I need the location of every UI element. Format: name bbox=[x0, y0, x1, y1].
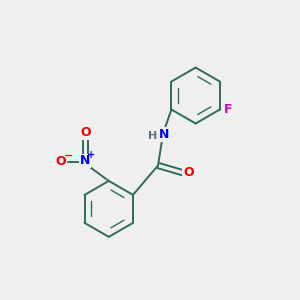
Text: F: F bbox=[224, 103, 233, 116]
Text: N: N bbox=[159, 128, 169, 141]
Text: N: N bbox=[80, 154, 90, 167]
Text: H: H bbox=[148, 131, 158, 141]
Text: −: − bbox=[64, 151, 74, 161]
Text: O: O bbox=[183, 166, 194, 179]
Text: O: O bbox=[80, 126, 91, 139]
Text: O: O bbox=[56, 155, 66, 168]
Text: +: + bbox=[87, 150, 95, 160]
